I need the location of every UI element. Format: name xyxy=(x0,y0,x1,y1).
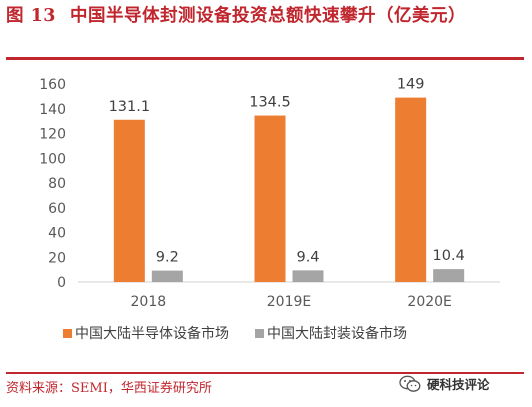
figure-title: 图 13 中国半导体封测设备投资总额快速攀升（亿美元） xyxy=(6,4,521,28)
data-label: 131.1 xyxy=(109,99,151,115)
y-axis: 0 20 40 60 80 100 120 140 160 xyxy=(39,77,66,291)
watermark: 硬科技评论 xyxy=(399,374,490,393)
y-tick-label: 80 xyxy=(48,176,66,192)
title-divider xyxy=(6,57,524,60)
y-tick-label: 140 xyxy=(39,102,66,118)
y-tick-label: 160 xyxy=(39,77,66,93)
y-tick-label: 20 xyxy=(48,250,66,266)
legend-swatch xyxy=(63,329,72,338)
y-tick-label: 40 xyxy=(48,226,66,242)
bar-packaging-equipment xyxy=(433,269,465,282)
x-axis: 2018 2019E 2020E xyxy=(78,281,500,310)
watermark-text: 硬科技评论 xyxy=(427,377,490,392)
x-tick-label: 2018 xyxy=(131,294,167,310)
wechat-icon xyxy=(399,375,421,392)
bar-semiconductor-equipment xyxy=(254,115,286,283)
data-label: 10.4 xyxy=(433,248,465,264)
data-label: 134.5 xyxy=(249,95,291,111)
y-tick-label: 0 xyxy=(57,275,66,291)
data-label: 149 xyxy=(397,77,425,93)
data-label: 9.2 xyxy=(156,250,179,266)
x-tick-label: 2020E xyxy=(407,294,451,310)
legend-label: 中国大陆半导体设备市场 xyxy=(75,325,229,342)
data-label: 9.4 xyxy=(296,249,319,265)
bar-semiconductor-equipment xyxy=(113,119,145,282)
y-tick-label: 120 xyxy=(39,127,66,143)
y-tick-label: 60 xyxy=(48,201,66,217)
y-tick-label: 100 xyxy=(39,151,66,167)
legend-label: 中国大陆封装设备市场 xyxy=(267,325,407,342)
bar-semiconductor-equipment xyxy=(395,97,427,282)
bars xyxy=(113,97,465,283)
figure-number: 图 13 xyxy=(6,6,56,26)
x-tick-label: 2019E xyxy=(267,294,311,310)
footer-divider xyxy=(6,372,524,374)
bar-chart: 0 20 40 60 80 100 120 140 160 2018 2019E 2020E 131… xyxy=(39,77,500,342)
bar-packaging-equipment xyxy=(151,270,183,282)
legend: 中国大陆半导体设备市场 中国大陆封装设备市场 xyxy=(63,325,407,342)
source-note: 资料来源：SEMI，华西证券研究所 xyxy=(6,381,212,396)
figure-title-text: 中国半导体封测设备投资总额快速攀升（亿美元） xyxy=(69,6,466,26)
legend-swatch xyxy=(255,329,264,338)
bar-packaging-equipment xyxy=(292,270,324,282)
data-labels: 131.1 9.2 134.5 9.4 149 10.4 xyxy=(109,77,465,266)
